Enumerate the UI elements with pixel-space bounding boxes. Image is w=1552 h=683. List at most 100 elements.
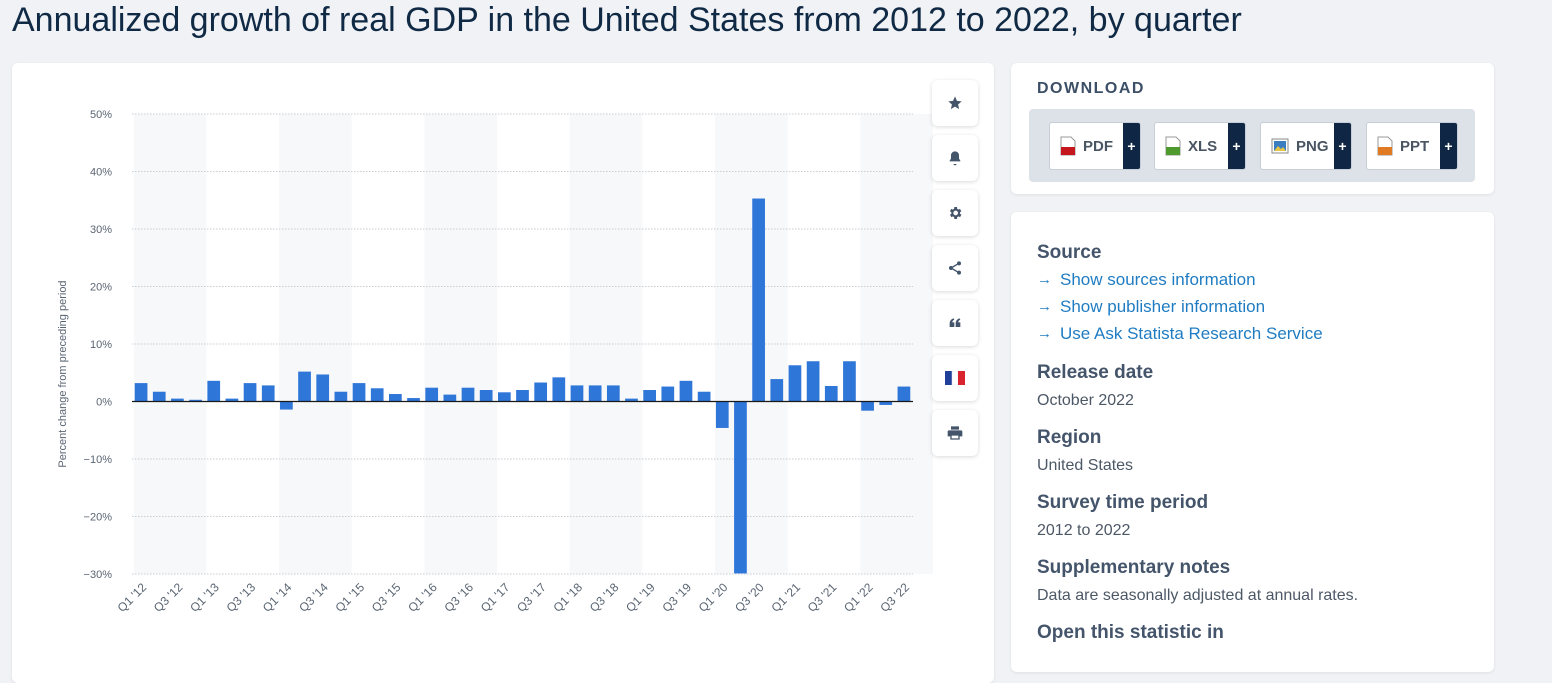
bar xyxy=(298,371,311,402)
bar xyxy=(770,379,784,402)
bar xyxy=(497,392,511,402)
y-tick-label: 30% xyxy=(90,224,112,236)
supplementary-notes-heading: Supplementary notes xyxy=(1037,557,1231,578)
x-tick-label: Q1 '20 xyxy=(696,580,731,615)
year-band xyxy=(860,114,933,574)
arrow-right-icon: → xyxy=(1037,271,1052,288)
x-tick-label: Q3 '20 xyxy=(732,580,767,615)
bar xyxy=(734,401,747,574)
chart-card: 50% 40% 30% 20% 10% 0% −10% −20% −30% Percent cha… xyxy=(12,63,994,683)
bar xyxy=(352,383,366,402)
download-pdf-plus[interactable]: + xyxy=(1123,123,1140,169)
show-publisher-link-label: Show publisher information xyxy=(1060,297,1266,316)
language-button[interactable] xyxy=(932,355,978,401)
bar xyxy=(879,401,893,405)
show-publisher-link[interactable]: → Show publisher information xyxy=(1037,293,1477,320)
arrow-right-icon: → xyxy=(1037,298,1052,315)
bar xyxy=(461,387,475,402)
x-tick-label: Q3 '13 xyxy=(224,580,259,615)
y-tick-label: 20% xyxy=(90,282,112,294)
open-statistic-section: Open this statistic in xyxy=(1037,620,1477,646)
x-tick-label: Q3 '14 xyxy=(296,580,331,615)
x-tick-label: Q1 '17 xyxy=(478,580,513,615)
x-tick-label: Q1 '19 xyxy=(623,580,658,615)
x-tick-label: Q1 '15 xyxy=(333,580,368,615)
bar xyxy=(752,198,765,402)
download-ppt-label: PPT xyxy=(1400,137,1430,155)
bar xyxy=(534,382,548,402)
x-tick-label: Q1 '14 xyxy=(260,580,295,615)
xls-file-icon xyxy=(1165,136,1181,156)
bar xyxy=(643,390,656,402)
print-button[interactable] xyxy=(932,410,978,456)
x-tick-label: Q1 '13 xyxy=(187,580,222,615)
y-tick-label: 10% xyxy=(90,339,112,351)
download-pdf-button[interactable]: PDF + xyxy=(1049,122,1141,170)
y-tick-label: 0% xyxy=(96,397,112,409)
download-xls-button[interactable]: XLS + xyxy=(1154,122,1246,170)
show-sources-link[interactable]: → Show sources information xyxy=(1037,266,1477,293)
bell-icon xyxy=(949,151,961,166)
x-tick-label: Q3 '18 xyxy=(587,580,622,615)
y-tick-label: −20% xyxy=(84,512,113,524)
settings-button[interactable] xyxy=(932,190,978,236)
download-tray: PDF + XLS + PNG + PPT + xyxy=(1029,109,1475,182)
ask-statista-link-label: Use Ask Statista Research Service xyxy=(1060,324,1323,343)
region-section: Region United States xyxy=(1037,425,1477,477)
quote-icon xyxy=(949,318,961,327)
source-section: Source → Show sources information → Show p… xyxy=(1037,240,1477,347)
show-sources-link-label: Show sources information xyxy=(1060,270,1256,289)
survey-period-heading: Survey time period xyxy=(1037,492,1209,513)
download-ppt-plus[interactable]: + xyxy=(1440,123,1457,169)
download-png-plus[interactable]: + xyxy=(1334,123,1351,169)
region-heading: Region xyxy=(1037,427,1102,448)
bar xyxy=(280,401,293,410)
bar xyxy=(243,383,257,402)
chart-toolbar xyxy=(932,80,978,465)
download-heading: DOWNLOAD xyxy=(1037,80,1145,97)
cite-button[interactable] xyxy=(932,300,978,346)
bar xyxy=(207,380,221,402)
bar xyxy=(389,394,402,402)
bar xyxy=(425,387,439,402)
x-tick-label: Q3 '21 xyxy=(805,580,840,615)
download-png-label: PNG xyxy=(1296,137,1329,155)
bar xyxy=(697,391,711,402)
bar xyxy=(261,385,275,402)
bar xyxy=(171,398,184,402)
bar xyxy=(715,401,729,428)
download-png-button[interactable]: PNG + xyxy=(1260,122,1352,170)
bar xyxy=(843,361,856,402)
release-date-value: October 2022 xyxy=(1037,392,1134,409)
gdp-bar-chart: 50% 40% 30% 20% 10% 0% −10% −20% −30% Percent cha… xyxy=(57,109,933,615)
x-tick-label: Q3 '16 xyxy=(441,580,476,615)
printer-icon xyxy=(947,426,963,440)
gear-icon xyxy=(949,207,962,219)
share-button[interactable] xyxy=(932,245,978,291)
bar xyxy=(316,374,330,402)
release-date-heading: Release date xyxy=(1037,362,1154,383)
x-tick-label: Q3 '17 xyxy=(514,580,549,615)
bar xyxy=(552,377,566,402)
x-tick-label: Q3 '22 xyxy=(877,580,912,615)
x-tick-label: Q3 '12 xyxy=(151,580,186,615)
bar xyxy=(134,383,148,402)
ask-statista-link[interactable]: → Use Ask Statista Research Service xyxy=(1037,320,1477,347)
bar xyxy=(679,380,693,402)
download-ppt-button[interactable]: PPT + xyxy=(1366,122,1458,170)
x-tick-label: Q1 '12 xyxy=(115,580,150,615)
arrow-right-icon: → xyxy=(1037,325,1052,342)
bar xyxy=(189,399,202,402)
notification-button[interactable] xyxy=(932,135,978,181)
download-xls-plus[interactable]: + xyxy=(1228,123,1245,169)
french-flag-icon xyxy=(945,371,965,385)
bar xyxy=(861,401,874,411)
source-heading: Source xyxy=(1037,242,1102,263)
supplementary-notes-section: Supplementary notes Data are seasonally … xyxy=(1037,555,1477,607)
bar xyxy=(516,390,529,402)
year-band xyxy=(424,114,498,574)
page-title: Annualized growth of real GDP in the Uni… xyxy=(12,1,1242,39)
favorite-button[interactable] xyxy=(932,80,978,126)
bar xyxy=(606,385,620,402)
survey-period-value: 2012 to 2022 xyxy=(1037,522,1131,539)
